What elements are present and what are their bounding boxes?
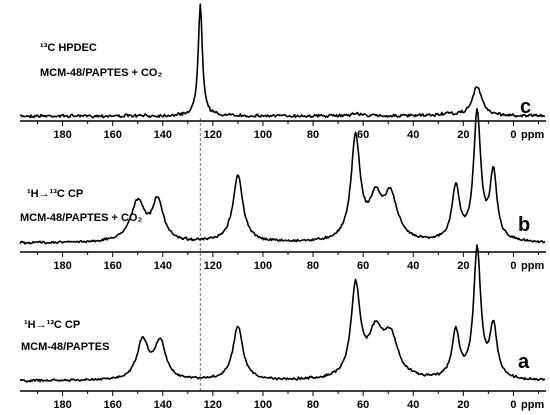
panel-c-x-axis: 180 160 140 120 100 80 60 40 20 0 ppm (20, 120, 546, 141)
panel-c-tick-label: 60 (357, 129, 369, 141)
panel-c-tick-label: 180 (53, 129, 71, 141)
panel-c-tick-label: 120 (204, 129, 222, 141)
panel-a-tick-label: 100 (254, 399, 272, 411)
panel-b-tick-label: 40 (407, 260, 419, 272)
panel-a-tick-label: 160 (103, 399, 121, 411)
panel-b-tick-label: 120 (204, 260, 222, 272)
panel-b-tick-label: 100 (254, 260, 272, 272)
panel-b-tick-label: 0 (510, 260, 516, 272)
panel-b-tick-label: 140 (154, 260, 172, 272)
panel-c-tick-label: 160 (103, 129, 121, 141)
panel-b-letter: b (518, 214, 530, 236)
panel-c-tick-label: 100 (254, 129, 272, 141)
panel-b-tick-label: 180 (53, 260, 71, 272)
panel-a-x-axis: 180 160 140 120 100 80 60 40 20 0 ppm (20, 390, 546, 411)
panel-a-spectrum-line (19, 244, 546, 383)
panel-a-tick-label: 40 (407, 399, 419, 411)
panel-c-tick-label: 80 (307, 129, 319, 141)
panel-a-tick-label: 180 (53, 399, 71, 411)
panel-c: ¹³C HPDEC MCM-48/PAPTES + CO₂ c 180 160 14… (19, 3, 546, 141)
panel-c-unit-label: ppm (521, 129, 544, 141)
panel-c-letter: c (520, 96, 531, 118)
panel-b-label-sample: MCM-48/PAPTES + CO₂ (20, 212, 142, 224)
panel-a-tick-label: 0 (510, 399, 516, 411)
panel-c-tick-label: 0 (510, 129, 516, 141)
panel-c-spectrum-line (19, 3, 546, 119)
panel-a-tick-label: 80 (307, 399, 319, 411)
panel-a-unit-label: ppm (521, 399, 544, 411)
panel-b-tick-label: 60 (357, 260, 369, 272)
panel-a-tick-label: 140 (154, 399, 172, 411)
panel-b-tick-label: 80 (307, 260, 319, 272)
panel-a: ¹H→¹³C CP MCM-48/PAPTES a 180 160 140 120 10… (19, 244, 546, 411)
panel-b-unit-label: ppm (521, 260, 544, 272)
panel-a-label-sample: MCM-48/PAPTES (21, 341, 109, 353)
panel-c-tick-label: 40 (407, 129, 419, 141)
panel-c-tick-label: 140 (154, 129, 172, 141)
panel-b-label-technique: ¹H→¹³C CP (27, 188, 83, 200)
panel-b-tick-label: 20 (457, 260, 469, 272)
panel-b-spectrum-line (19, 108, 546, 245)
panel-b: ¹H→¹³C CP MCM-48/PAPTES + CO₂ b 180 160 14… (19, 108, 546, 272)
panel-a-tick-label: 20 (457, 399, 469, 411)
panel-b-tick-label: 160 (103, 260, 121, 272)
panel-c-tick-label: 20 (457, 129, 469, 141)
panel-b-x-axis: 180 160 140 120 100 80 60 40 20 0 ppm (20, 251, 546, 272)
panel-a-letter: a (518, 351, 530, 373)
panel-a-tick-label: 120 (204, 399, 222, 411)
panel-a-label-technique: ¹H→¹³C CP (24, 319, 80, 331)
panel-c-label-sample: MCM-48/PAPTES + CO₂ (40, 67, 162, 79)
panel-c-label-technique: ¹³C HPDEC (40, 42, 97, 54)
panel-a-tick-label: 60 (357, 399, 369, 411)
